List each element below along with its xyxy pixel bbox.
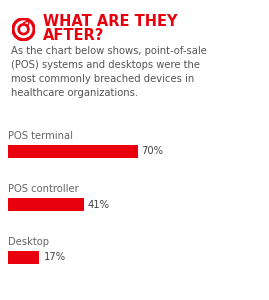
Bar bbox=[8, 251, 40, 264]
Bar bbox=[8, 145, 137, 158]
Text: 17%: 17% bbox=[44, 253, 66, 262]
Text: POS controller: POS controller bbox=[8, 184, 79, 194]
Circle shape bbox=[12, 18, 35, 41]
Text: WHAT ARE THEY: WHAT ARE THEY bbox=[43, 14, 178, 28]
Circle shape bbox=[18, 24, 29, 35]
Text: POS terminal: POS terminal bbox=[8, 131, 73, 141]
Bar bbox=[8, 198, 84, 211]
Circle shape bbox=[15, 21, 32, 38]
Text: AFTER?: AFTER? bbox=[43, 28, 104, 44]
Text: 41%: 41% bbox=[88, 200, 110, 209]
Text: 70%: 70% bbox=[141, 146, 164, 157]
Text: As the chart below shows, point-of-sale
(POS) systems and desktops were the
most: As the chart below shows, point-of-sale … bbox=[11, 46, 207, 98]
Circle shape bbox=[21, 26, 26, 32]
Text: Desktop: Desktop bbox=[8, 237, 49, 247]
